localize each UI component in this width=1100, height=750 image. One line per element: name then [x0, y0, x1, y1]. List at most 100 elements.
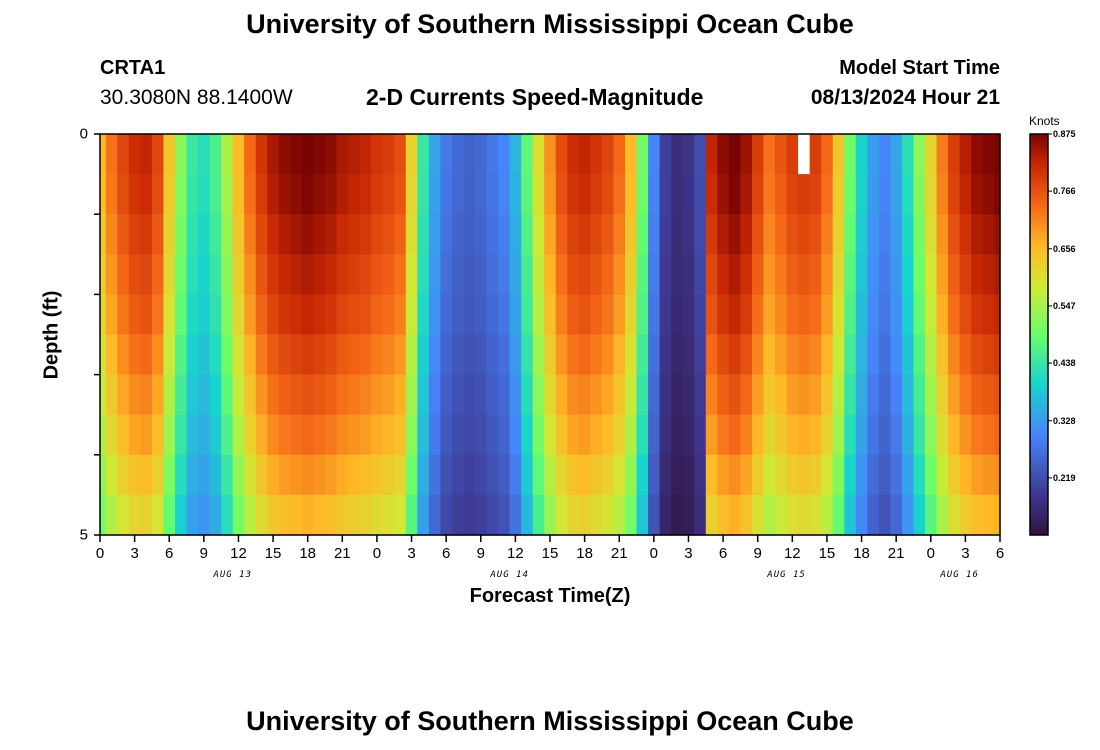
heatmap-cell	[382, 214, 395, 255]
heatmap-cell	[901, 214, 915, 255]
heatmap-cell	[971, 254, 984, 295]
heatmap-cell	[151, 414, 165, 456]
heatmap-cell	[475, 454, 488, 496]
heatmap-cell	[878, 134, 891, 175]
heatmap-cell	[798, 374, 811, 416]
heatmap-cell	[982, 174, 995, 215]
heatmap-cell	[405, 214, 418, 255]
heatmap-cell	[786, 294, 799, 336]
heatmap-cell	[555, 174, 568, 215]
heatmap-cell	[313, 334, 326, 376]
heatmap-cell	[267, 454, 280, 496]
heatmap-cell	[290, 294, 303, 336]
heatmap-cell	[555, 134, 568, 175]
heatmap-cell	[440, 214, 453, 255]
heatmap-cell	[601, 374, 615, 416]
heatmap-cell	[186, 414, 199, 456]
heatmap-cell	[901, 174, 915, 215]
heatmap-cell	[348, 254, 361, 295]
heatmap-cell	[671, 494, 684, 536]
heatmap-cell	[336, 374, 349, 416]
x-tick-label: 3	[407, 545, 416, 562]
heatmap-cell	[417, 214, 430, 255]
heatmap-cell	[313, 494, 326, 536]
heatmap-cell	[878, 494, 891, 536]
heatmap-cell	[475, 294, 488, 336]
heatmap-cell	[636, 254, 649, 295]
heatmap-cell	[613, 454, 626, 496]
heatmap-cell	[417, 494, 430, 536]
heatmap-cell	[244, 414, 257, 456]
x-tick-label: 18	[853, 545, 870, 562]
heatmap-cell	[775, 374, 788, 416]
heatmap-cell	[475, 214, 488, 255]
heatmap-cell	[348, 174, 361, 215]
heatmap-cell	[648, 254, 661, 295]
heatmap-cell	[590, 214, 603, 255]
heatmap-cell	[659, 254, 672, 295]
x-tick-label: 0	[926, 545, 935, 562]
heatmap-cell	[325, 214, 338, 255]
heatmap-cell	[359, 174, 372, 215]
heatmap-cell	[100, 454, 107, 496]
heatmap-cell	[613, 494, 626, 536]
colorbar-ticks	[1048, 133, 1052, 479]
heatmap-cell	[313, 374, 326, 416]
heatmap-cell	[786, 254, 799, 295]
heatmap-cell	[751, 214, 765, 255]
heatmap-cell	[982, 454, 995, 496]
heatmap-cell	[751, 134, 765, 175]
heatmap-cell	[325, 254, 338, 295]
heatmap-cell	[936, 494, 949, 536]
heatmap-cell	[659, 134, 672, 175]
heatmap-cell	[313, 134, 326, 175]
x-tick-label: 21	[333, 545, 351, 562]
heatmap-cell	[128, 174, 141, 215]
heatmap-cell	[567, 414, 580, 456]
heatmap-cell	[140, 334, 153, 376]
heatmap-cell	[832, 494, 845, 536]
heatmap-cell	[382, 254, 395, 295]
heatmap-cell	[994, 494, 1001, 536]
heatmap-cell	[463, 214, 476, 255]
heatmap-cell	[694, 294, 707, 336]
heatmap-cell	[682, 254, 695, 295]
heatmap-cell	[625, 414, 638, 456]
heatmap-cell	[948, 134, 961, 175]
heatmap-cell	[140, 454, 153, 496]
heatmap-cell	[728, 294, 741, 336]
heatmap-cell	[751, 334, 765, 376]
heatmap-cell	[198, 214, 211, 255]
heatmap-cell	[394, 454, 407, 496]
heatmap-cell	[451, 174, 465, 215]
heatmap-cell	[509, 294, 522, 336]
heatmap-cell	[475, 174, 488, 215]
heatmap-cell	[209, 374, 222, 416]
heatmap-cell	[925, 334, 938, 376]
heatmap-cell	[290, 374, 303, 416]
heatmap-cell	[244, 494, 257, 536]
heatmap-cell	[855, 134, 868, 175]
heatmap-cell	[786, 134, 799, 175]
colorbar	[1029, 133, 1049, 536]
heatmap-cell	[936, 414, 949, 456]
heatmap-cell	[901, 374, 915, 416]
heatmap-cell	[959, 454, 972, 496]
heatmap-cell	[832, 414, 845, 456]
heatmap-cell	[348, 494, 361, 536]
heatmap-cell	[198, 334, 211, 376]
heatmap-cell	[198, 134, 211, 175]
heatmap-cell	[659, 494, 672, 536]
heatmap-cell	[844, 334, 857, 376]
heatmap-cell	[209, 494, 222, 536]
heatmap-cell	[878, 214, 891, 255]
heatmap-cell	[463, 494, 476, 536]
heatmap-cell	[428, 254, 441, 295]
heatmap-cell	[371, 454, 384, 496]
heatmap-cell	[325, 414, 338, 456]
heatmap-cell	[428, 374, 441, 416]
heatmap-cell	[325, 134, 338, 175]
heatmap-cell	[544, 174, 557, 215]
heatmap-cell	[382, 454, 395, 496]
heatmap-cell	[936, 334, 949, 376]
